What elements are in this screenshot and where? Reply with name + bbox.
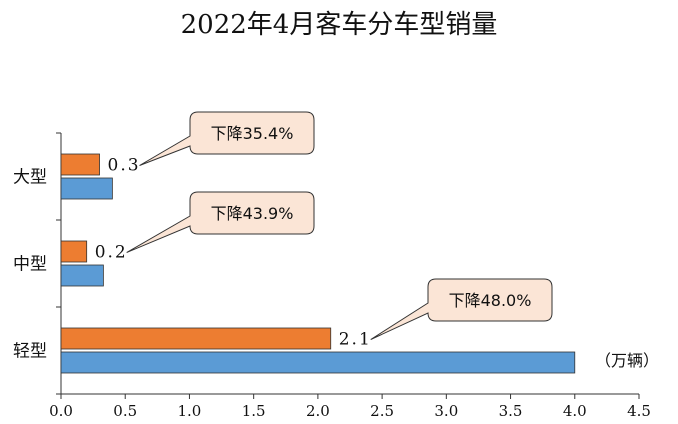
x-tick-label: 1.0 <box>178 402 202 420</box>
bar-orange <box>60 327 332 350</box>
x-tick-label: 2.5 <box>370 402 394 420</box>
callout-text: 下降48.0% <box>449 291 532 310</box>
callouts: 下降35.4% 下降43.9% 下降48.0% <box>126 111 553 340</box>
x-tick-label: 1.5 <box>242 402 266 420</box>
callout-box <box>126 191 315 253</box>
callout-text: 下降43.9% <box>211 204 294 223</box>
unit-label: （万辆） <box>595 351 659 370</box>
data-labels: 0.3 0.2 2.1 <box>95 156 372 350</box>
x-tick-label: 4.0 <box>563 402 587 420</box>
x-tick-label: 3.0 <box>434 402 458 420</box>
bar-orange <box>60 240 88 263</box>
bar-blue <box>60 351 576 374</box>
callout: 下降35.4% <box>139 111 315 166</box>
data-label: 0.2 <box>95 243 128 263</box>
chart-title: 2022年4月客车分车型销量 <box>181 10 498 40</box>
data-label: 2.1 <box>339 330 372 350</box>
callout: 下降43.9% <box>126 191 315 253</box>
x-tick-label: 2.0 <box>306 402 330 420</box>
bar-blue <box>60 177 113 200</box>
callout-box <box>370 278 553 340</box>
callout-text: 下降35.4% <box>211 124 294 143</box>
x-tick-label: 4.5 <box>627 402 651 420</box>
category-label: 大型 <box>13 168 47 188</box>
callout: 下降48.0% <box>370 278 553 340</box>
bar-blue <box>60 264 104 287</box>
x-tick-label: 0.5 <box>113 402 137 420</box>
callout-box <box>139 111 315 166</box>
data-label: 0.3 <box>108 156 141 176</box>
x-tick-label: 3.5 <box>499 402 523 420</box>
bar-orange <box>60 153 100 176</box>
category-label: 轻型 <box>13 342 47 362</box>
x-tick-label: 0.0 <box>49 402 73 420</box>
category-label: 中型 <box>13 255 47 275</box>
bars <box>60 153 576 374</box>
